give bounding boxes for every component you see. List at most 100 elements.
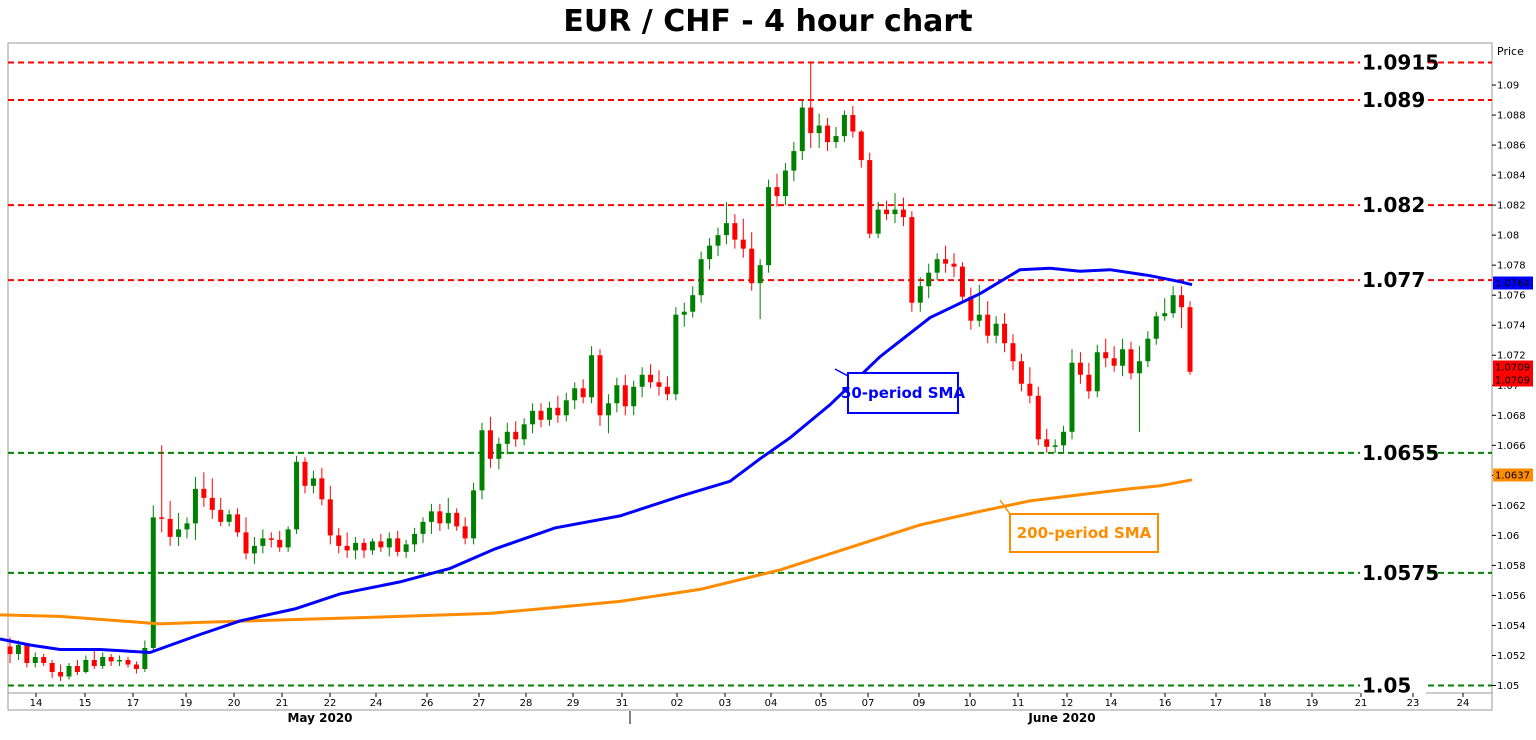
candle-body (133, 664, 139, 669)
x-tick-label: 19 (180, 698, 193, 709)
candle-body (589, 355, 595, 398)
candle-body (858, 131, 864, 161)
x-tick-label: 26 (421, 698, 434, 709)
candle-body (201, 488, 207, 498)
candle-body (884, 209, 890, 215)
candle-body (757, 265, 763, 284)
month-label: May 2020 (287, 711, 352, 725)
candle-body (24, 644, 30, 663)
candle-body (985, 314, 991, 336)
horizontal-levels: 1.0915 1.089 1.082 1.077 1.0655 1.0575 1.05 (8, 50, 1492, 698)
x-tick-label: 18 (1259, 698, 1272, 709)
candles (7, 62, 1193, 681)
y-tick-label: 1.058 (1497, 561, 1526, 572)
candle-body (353, 542, 359, 551)
candle-body (336, 535, 342, 546)
y-tick-label: 1.088 (1497, 111, 1526, 122)
sma200-box (1009, 513, 1159, 553)
candle-body (1052, 445, 1058, 447)
candle-body (1136, 361, 1142, 374)
candle-body (740, 239, 746, 249)
candle-body (1002, 323, 1008, 344)
candle-body (184, 523, 190, 530)
y-tick-label: 1.05 (1497, 681, 1519, 692)
x-tick-label: 17 (1210, 698, 1223, 709)
y-tick-label: 1.084 (1497, 171, 1526, 182)
candle-body (850, 115, 856, 132)
candle-body (159, 517, 165, 519)
candle-body (285, 529, 291, 548)
x-tick-label: 03 (719, 698, 732, 709)
candle-body (454, 512, 460, 527)
candle-body (1103, 352, 1109, 359)
candle-body (943, 259, 949, 264)
candle-body (614, 385, 620, 404)
candle-body (235, 514, 241, 533)
candle-body (1128, 349, 1134, 374)
candle-body (816, 125, 822, 134)
candle-body (100, 656, 106, 666)
x-tick-label: 15 (79, 698, 92, 709)
candle-body (209, 497, 215, 510)
candle-body (445, 512, 451, 524)
month-label: June 2020 (1027, 711, 1095, 725)
candle-body (117, 659, 123, 662)
candle-body (496, 443, 502, 459)
time-axis-labels: 14 15 17 19 20 21 22 24 26 27 28 29 31 02 03 04 05 07 09 10… (30, 693, 1469, 725)
candle-body (176, 529, 182, 537)
candle-body (833, 136, 839, 143)
candle-body (420, 521, 426, 534)
y-tick-label: 1.08 (1497, 231, 1519, 242)
candle-body (968, 296, 974, 321)
y-tick-label: 1.076 (1497, 291, 1526, 302)
candle-body (277, 539, 283, 548)
sma50-label: 50-period SMA (841, 384, 966, 402)
price-tag-bg (1493, 276, 1533, 290)
candle-body (49, 662, 55, 672)
candle-body (192, 488, 198, 524)
candle-body (572, 388, 578, 401)
candle-body (462, 526, 468, 539)
y-tick-label: 1.072 (1497, 351, 1526, 362)
candle-body (782, 170, 788, 197)
candle-body (555, 407, 561, 416)
price-tags: 1.0764 1.0709 1.0709 1.0637 (1493, 276, 1533, 482)
candle-body (580, 388, 586, 398)
candle-body (1018, 361, 1024, 384)
y-tick-label: 1.082 (1497, 201, 1526, 212)
y-tick-label: 1.052 (1497, 651, 1526, 662)
x-tick-label: 22 (324, 698, 337, 709)
y-tick-label: 1.068 (1497, 411, 1526, 422)
candle-body (622, 385, 628, 407)
candle-body (909, 217, 915, 303)
candle-body (1145, 338, 1151, 362)
sma200-line (0, 478, 1193, 626)
plot-frame (7, 42, 1493, 711)
candle-body (1179, 295, 1185, 308)
candle-body (656, 382, 662, 387)
candle-body (108, 656, 114, 662)
candle-body (1094, 352, 1100, 392)
candle-body (378, 541, 384, 548)
candle-body (83, 659, 89, 672)
candle-body (7, 646, 13, 654)
candle-body (1120, 349, 1126, 366)
level-label-bg (1360, 560, 1426, 585)
candle-body (799, 107, 805, 152)
price-tag-bg (1493, 468, 1533, 482)
moving-averages (0, 266, 1193, 655)
price-tag-label: 1.0709 (1495, 363, 1530, 374)
y-tick-label: 1.078 (1497, 261, 1526, 272)
candle-body (41, 656, 47, 663)
y-tick-label: 1.066 (1497, 441, 1526, 452)
candle-body (546, 407, 552, 420)
candle-body (1170, 295, 1176, 314)
candle-body (841, 115, 847, 137)
x-tick-label: 14 (30, 698, 43, 709)
candle-body (395, 538, 401, 552)
candle-body (959, 266, 965, 297)
candle-body (260, 538, 266, 546)
x-tick-label: 17 (127, 698, 140, 709)
level-label: 1.082 (1362, 193, 1425, 217)
